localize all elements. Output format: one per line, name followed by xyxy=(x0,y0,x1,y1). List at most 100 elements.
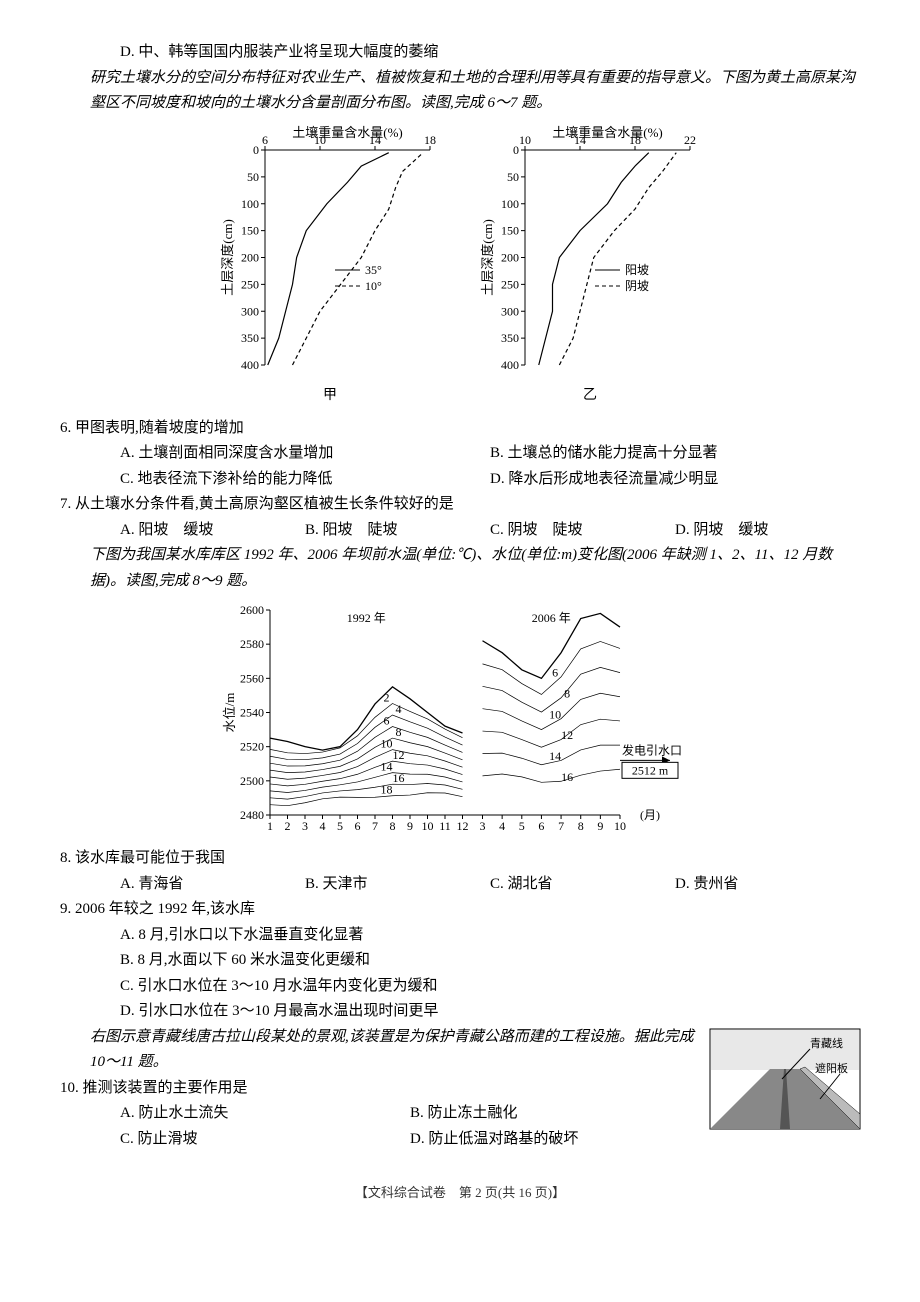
svg-text:0: 0 xyxy=(253,143,259,157)
q8-B[interactable]: B. 天津市 xyxy=(305,872,490,898)
svg-text:50: 50 xyxy=(247,169,259,183)
q10-options: A. 防止水土流失 B. 防止冻土融化 C. 防止滑坡 D. 防止低温对路基的破… xyxy=(60,1101,700,1152)
svg-text:4: 4 xyxy=(499,819,505,833)
svg-text:水位/m: 水位/m xyxy=(222,693,237,733)
label-rail: 青藏线 xyxy=(810,1036,843,1050)
svg-text:14: 14 xyxy=(574,133,586,147)
q9-B[interactable]: B. 8 月,水面以下 60 米水温变化更缓和 xyxy=(120,948,860,974)
svg-text:16: 16 xyxy=(393,771,405,785)
svg-text:10°: 10° xyxy=(365,279,382,293)
svg-text:10: 10 xyxy=(381,737,393,751)
page-footer: 【文科综合试卷 第 2 页(共 16 页)】 xyxy=(60,1182,860,1204)
q8-D[interactable]: D. 贵州省 xyxy=(675,872,860,898)
q10-B[interactable]: B. 防止冻土融化 xyxy=(410,1101,700,1127)
svg-text:200: 200 xyxy=(501,250,519,264)
svg-text:阴坡: 阴坡 xyxy=(625,279,649,293)
svg-text:2520: 2520 xyxy=(240,740,264,754)
q7-stem: 7. 从土壤水分条件看,黄土高原沟壑区植被生长条件较好的是 xyxy=(60,492,860,518)
svg-text:18: 18 xyxy=(381,783,393,797)
svg-text:8: 8 xyxy=(564,687,570,701)
q8-options: A. 青海省 B. 天津市 C. 湖北省 D. 贵州省 xyxy=(60,872,860,898)
svg-text:7: 7 xyxy=(558,819,564,833)
q6-A[interactable]: A. 土壤剖面相同深度含水量增加 xyxy=(120,441,490,467)
q7-A[interactable]: A. 阳坡 缓坡 xyxy=(120,518,305,544)
q7-D[interactable]: D. 阴坡 缓坡 xyxy=(675,518,860,544)
svg-text:2: 2 xyxy=(384,691,390,705)
svg-text:350: 350 xyxy=(501,331,519,345)
svg-text:2: 2 xyxy=(285,819,291,833)
q8-stem: 8. 该水库最可能位于我国 xyxy=(60,846,860,872)
q6-stem: 6. 甲图表明,随着坡度的增加 xyxy=(60,416,860,442)
svg-text:14: 14 xyxy=(381,760,393,774)
svg-text:发电引水口: 发电引水口 xyxy=(622,743,682,758)
svg-text:2580: 2580 xyxy=(240,637,264,651)
svg-text:土壤重量含水量(%): 土壤重量含水量(%) xyxy=(292,125,403,140)
svg-text:土壤重量含水量(%): 土壤重量含水量(%) xyxy=(552,125,663,140)
svg-text:10: 10 xyxy=(422,819,434,833)
svg-text:12: 12 xyxy=(457,819,469,833)
svg-text:10: 10 xyxy=(549,708,561,722)
q9-options: A. 8 月,引水口以下水温垂直变化显著 B. 8 月,水面以下 60 米水温变… xyxy=(60,923,860,1025)
svg-text:8: 8 xyxy=(396,725,402,739)
q7-B[interactable]: B. 阳坡 陡坡 xyxy=(305,518,490,544)
svg-text:150: 150 xyxy=(241,223,259,237)
chart-jia-wrap: 土壤重量含水量(%)610141805010015020025030035040… xyxy=(220,125,440,408)
svg-text:2500: 2500 xyxy=(240,774,264,788)
charts-6-7: 土壤重量含水量(%) 6 10 14 18 0 50 100 150 200 250 300 350 40… xyxy=(60,125,860,408)
svg-text:11: 11 xyxy=(439,819,451,833)
q10-D[interactable]: D. 防止低温对路基的破坏 xyxy=(410,1127,700,1153)
svg-text:6: 6 xyxy=(538,819,544,833)
svg-text:100: 100 xyxy=(241,196,259,210)
chart-yi-label: 乙 xyxy=(480,384,700,408)
svg-text:9: 9 xyxy=(407,819,413,833)
svg-text:250: 250 xyxy=(241,277,259,291)
svg-text:4: 4 xyxy=(320,819,326,833)
svg-text:8: 8 xyxy=(390,819,396,833)
svg-text:6: 6 xyxy=(262,133,268,147)
svg-text:10: 10 xyxy=(314,133,326,147)
svg-text:12: 12 xyxy=(561,728,573,742)
q6-D[interactable]: D. 降水后形成地表径流量减少明显 xyxy=(490,467,860,493)
chart-reservoir: 2480250025202540256025802600水位/m(月)12345… xyxy=(220,600,700,840)
svg-text:2480: 2480 xyxy=(240,808,264,822)
svg-text:250: 250 xyxy=(501,277,519,291)
svg-text:9: 9 xyxy=(597,819,603,833)
svg-text:4: 4 xyxy=(396,702,402,716)
svg-text:2006 年: 2006 年 xyxy=(532,611,571,625)
chart-jia-label: 甲 xyxy=(220,384,440,408)
svg-text:7: 7 xyxy=(372,819,378,833)
svg-text:300: 300 xyxy=(241,304,259,318)
chart-jia: 土壤重量含水量(%)610141805010015020025030035040… xyxy=(220,125,440,375)
q7-C[interactable]: C. 阴坡 陡坡 xyxy=(490,518,675,544)
svg-text:8: 8 xyxy=(578,819,584,833)
svg-text:(月): (月) xyxy=(640,808,660,822)
svg-text:14: 14 xyxy=(549,749,561,763)
q9-A[interactable]: A. 8 月,引水口以下水温垂直变化显著 xyxy=(120,923,860,949)
chart-yi: 土壤重量含水量(%)101418220501001502002503003504… xyxy=(480,125,700,375)
q9-stem: 9. 2006 年较之 1992 年,该水库 xyxy=(60,897,860,923)
svg-text:18: 18 xyxy=(424,133,436,147)
q6-B[interactable]: B. 土壤总的储水能力提高十分显著 xyxy=(490,441,860,467)
svg-text:10: 10 xyxy=(614,819,626,833)
prev-option-d: D. 中、韩等国国内服装产业将呈现大幅度的萎缩 xyxy=(60,40,860,66)
svg-text:2512 m: 2512 m xyxy=(632,764,669,778)
svg-text:14: 14 xyxy=(369,133,381,147)
q8-A[interactable]: A. 青海省 xyxy=(120,872,305,898)
chart-89-wrap: 2480250025202540256025802600水位/m(月)12345… xyxy=(60,600,860,840)
passage-8-9: 下图为我国某水库库区 1992 年、2006 年坝前水温(单位:℃)、水位(单位… xyxy=(60,543,860,594)
q9-C[interactable]: C. 引水口水位在 3～10 月水温年内变化更为缓和 xyxy=(120,974,860,1000)
svg-text:200: 200 xyxy=(241,250,259,264)
q10-C[interactable]: C. 防止滑坡 xyxy=(120,1127,410,1153)
svg-text:100: 100 xyxy=(501,196,519,210)
svg-text:400: 400 xyxy=(241,358,259,372)
q10-A[interactable]: A. 防止水土流失 xyxy=(120,1101,410,1127)
q6-C[interactable]: C. 地表径流下渗补给的能力降低 xyxy=(120,467,490,493)
figure-10-11: 青藏线 遮阳板 xyxy=(710,1029,860,1129)
svg-text:2560: 2560 xyxy=(240,672,264,686)
label-board: 遮阳板 xyxy=(815,1061,848,1075)
svg-text:3: 3 xyxy=(302,819,308,833)
svg-text:1: 1 xyxy=(267,819,273,833)
svg-text:50: 50 xyxy=(507,169,519,183)
q9-D[interactable]: D. 引水口水位在 3～10 月最高水温出现时间更早 xyxy=(120,999,860,1025)
q8-C[interactable]: C. 湖北省 xyxy=(490,872,675,898)
